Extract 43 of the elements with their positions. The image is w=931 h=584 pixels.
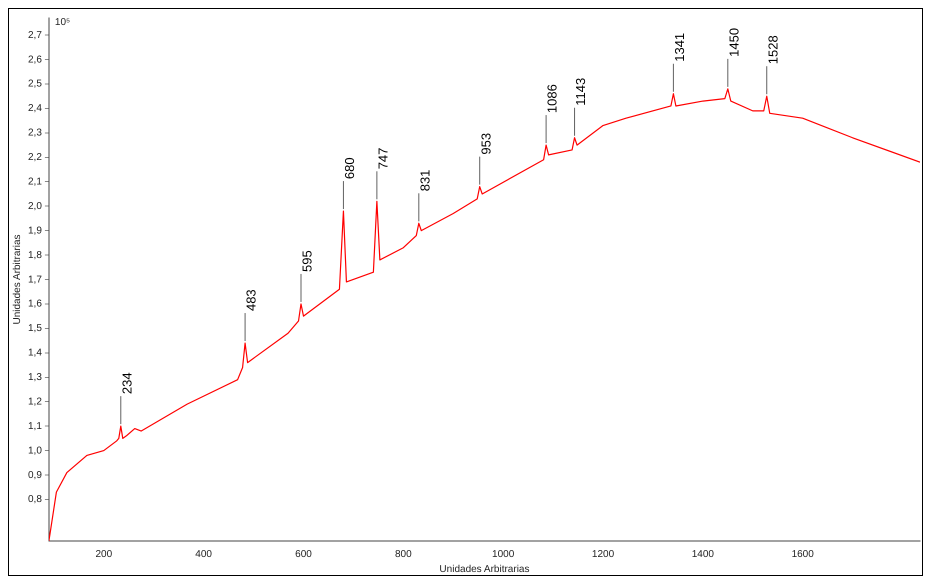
x-tick-label: 800 [394, 548, 412, 560]
annotation: 1143 [573, 78, 588, 106]
y-tick-label: 2,4 [28, 103, 42, 114]
x-tick-label: 200 [95, 548, 113, 560]
annotation: 1086 [544, 84, 560, 114]
y-tick-label: 1,7 [28, 274, 42, 286]
y-tick-label: 1,3 [28, 372, 42, 384]
annotation: 1450 [726, 28, 742, 57]
annotation: 10⁵ [54, 16, 70, 28]
y-tick-label: 2,1 [28, 176, 42, 188]
y-tick-label: 1,8 [28, 250, 42, 261]
y-tick-label: 1,0 [28, 445, 42, 456]
x-tick-label: 1000 [492, 548, 515, 560]
y-tick-label: 1,2 [28, 396, 42, 408]
x-tick-label: 1400 [692, 548, 714, 560]
y-tick-label: 2,7 [28, 30, 42, 41]
annotation: 831 [417, 170, 432, 192]
y-tick-label: 2,6 [28, 54, 42, 66]
y-tick-label: 1,9 [28, 225, 42, 236]
x-tick-label: 1600 [792, 548, 814, 560]
y-tick-label: 1,6 [28, 298, 42, 310]
annotation: 953 [478, 132, 494, 155]
x-tick-label: 400 [195, 548, 212, 560]
annotation: 483 [244, 289, 259, 312]
y-axis-title: Unidades Arbitrarias [12, 234, 23, 325]
annotation: 1341 [672, 32, 687, 62]
y-tick-label: 2,0 [28, 200, 42, 212]
y-tick-label: 0,9 [28, 470, 42, 481]
y-tick-label: 2,5 [28, 78, 42, 90]
y-tick-label: 2,3 [28, 128, 42, 139]
annotation: 680 [342, 157, 358, 180]
x-tick-label: 600 [295, 548, 312, 560]
annotation: 747 [375, 148, 390, 170]
annotation: 1528 [765, 35, 780, 64]
x-axis-title: Unidades Arbitrarias [439, 564, 530, 575]
x-tick-label: 1200 [592, 548, 615, 560]
y-tick-label: 1,1 [28, 420, 42, 432]
y-tick-label: 0,8 [28, 494, 42, 506]
y-tick-label: 2,2 [28, 152, 42, 164]
annotation: 234 [119, 372, 134, 394]
annotation: 595 [300, 250, 315, 272]
y-tick-label: 1,4 [28, 348, 42, 359]
y-tick-label: 1,5 [28, 323, 42, 334]
